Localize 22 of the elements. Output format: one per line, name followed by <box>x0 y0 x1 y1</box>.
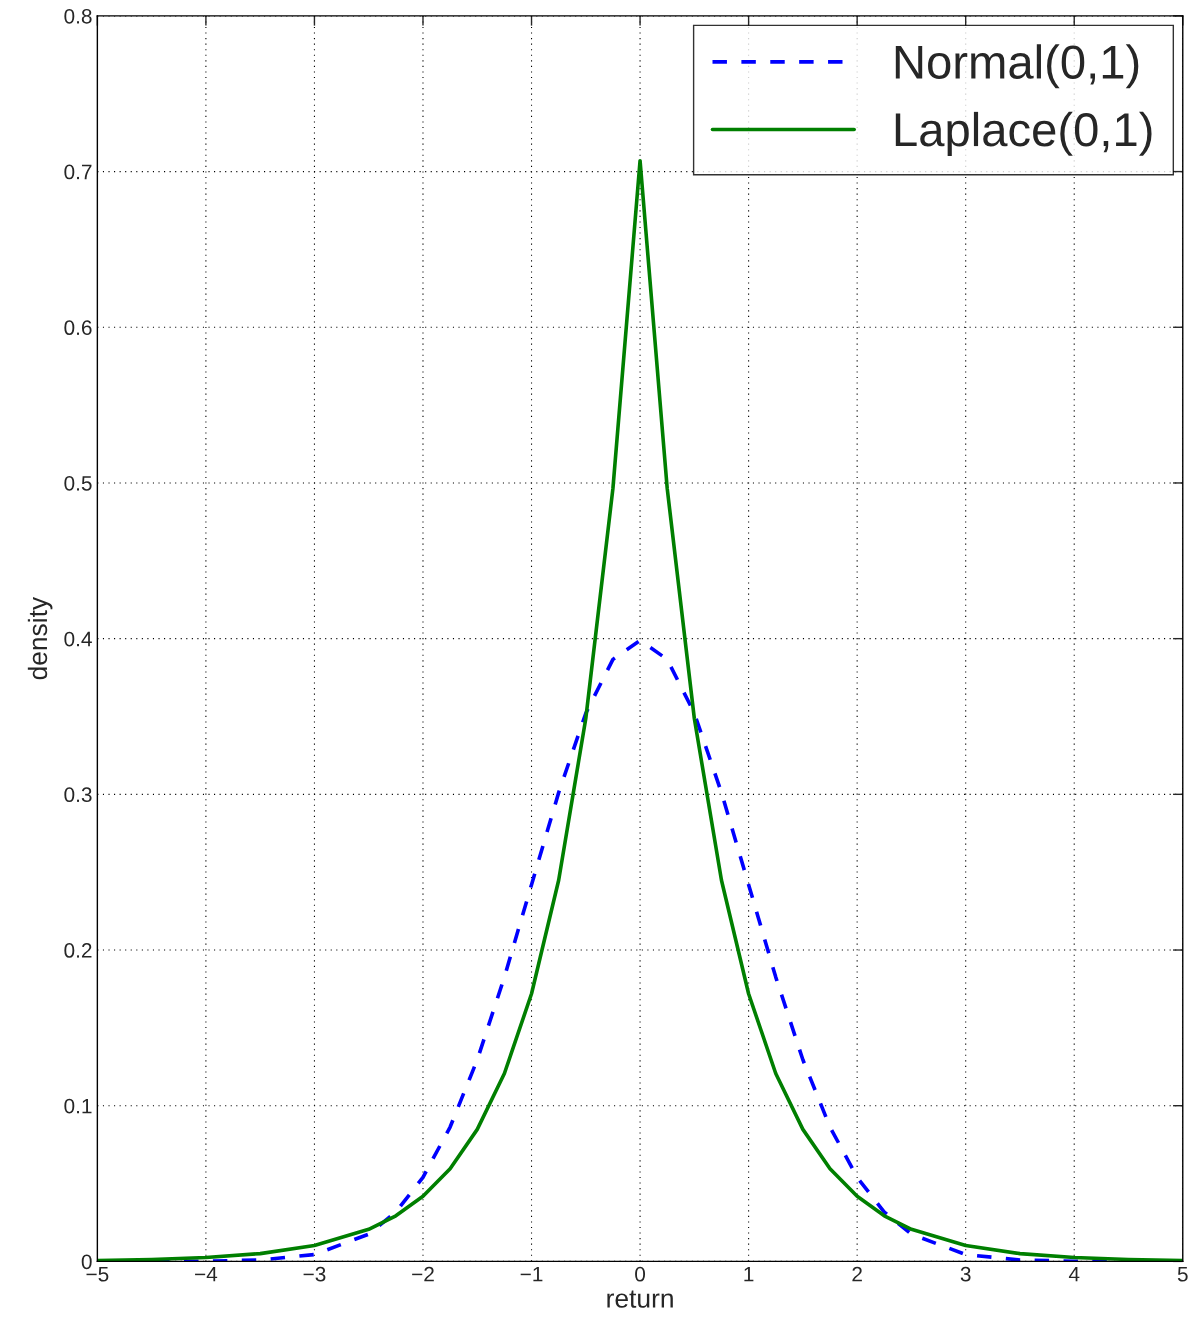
y-tick-label: 0.6 <box>64 320 92 336</box>
x-tick-label: 5 <box>1177 1267 1188 1282</box>
x-tick-label: 1 <box>744 1267 754 1282</box>
y-tick-label: 0.1 <box>64 1098 92 1114</box>
y-tick-label: 0.7 <box>64 164 92 180</box>
y-tick-label: 0.8 <box>64 8 92 24</box>
legend-label: Normal(0,1) <box>895 44 1139 89</box>
y-tick-label: 0.2 <box>64 943 92 958</box>
x-tick-label: 0 <box>635 1266 646 1282</box>
x-tick-label: −1 <box>520 1267 543 1282</box>
y-axis-title: density <box>27 596 53 680</box>
x-tick-label: 4 <box>1068 1267 1080 1282</box>
legend-label: Laplace(0,1) <box>895 111 1152 156</box>
y-tick-label: 0.4 <box>64 631 92 647</box>
x-tick-label: 3 <box>960 1266 971 1282</box>
x-tick-label: −4 <box>195 1267 218 1282</box>
x-tick-label: 2 <box>852 1266 862 1282</box>
x-tick-label: −3 <box>303 1266 326 1282</box>
y-tick-label: 0.5 <box>64 475 92 491</box>
x-tick-label: −2 <box>412 1266 434 1282</box>
x-axis-title: return <box>607 1290 673 1308</box>
y-tick-label: 0.3 <box>64 787 92 803</box>
